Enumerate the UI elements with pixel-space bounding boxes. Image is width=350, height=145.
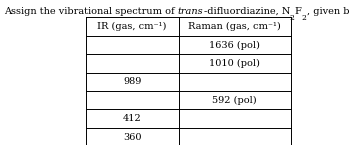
Text: , given below:: , given below:: [307, 7, 350, 16]
Text: IR (gas, cm⁻¹): IR (gas, cm⁻¹): [97, 22, 167, 31]
Text: 2: 2: [302, 14, 307, 22]
Text: F: F: [295, 7, 302, 16]
Text: Assign the vibrational spectrum of: Assign the vibrational spectrum of: [4, 7, 178, 16]
Text: Raman (gas, cm⁻¹): Raman (gas, cm⁻¹): [188, 22, 281, 31]
Text: trans: trans: [178, 7, 204, 16]
Text: 360: 360: [123, 133, 141, 142]
Text: 1010 (pol): 1010 (pol): [209, 59, 260, 68]
Text: 412: 412: [123, 114, 141, 123]
Text: 989: 989: [123, 77, 141, 86]
Text: 1636 (pol): 1636 (pol): [209, 40, 260, 50]
Text: 2: 2: [290, 14, 295, 22]
Text: -difluordiazine, N: -difluordiazine, N: [204, 7, 290, 16]
Text: 592 (pol): 592 (pol): [212, 96, 257, 105]
